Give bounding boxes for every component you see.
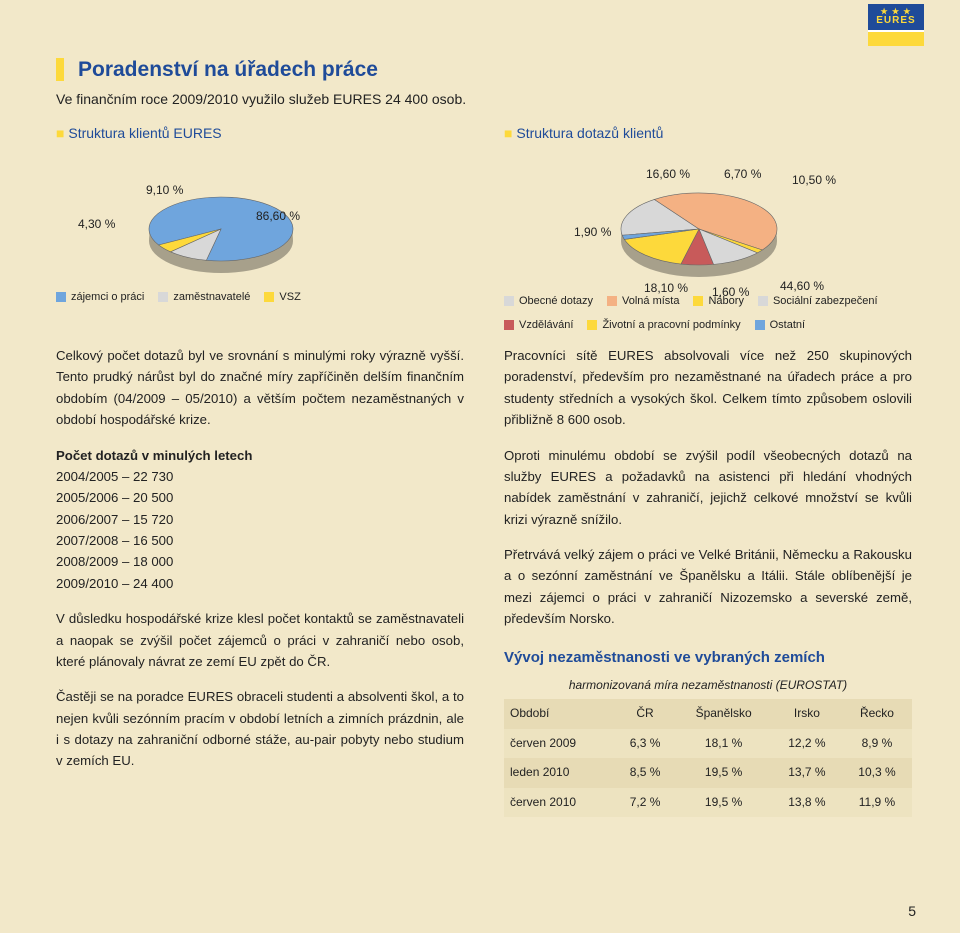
legend-item: VSZ <box>264 291 300 303</box>
legend-label: Životní a pracovní podmínky <box>602 319 740 331</box>
legend-label: zájemci o práci <box>71 291 144 303</box>
left-p1: Celkový počet dotazů byl ve srovnání s m… <box>56 345 464 431</box>
unemployment-table: ObdobíČRŠpanělskoIrskoŘecko červen 20096… <box>504 699 912 817</box>
body-columns: Celkový počet dotazů byl ve srovnání s m… <box>56 345 912 817</box>
legend-swatch <box>264 292 274 302</box>
legend-label: Obecné dotazy <box>519 295 593 307</box>
legend-swatch <box>504 296 514 306</box>
table-cell: 13,8 % <box>772 788 842 817</box>
pct-label: 6,70 % <box>724 167 761 181</box>
year-list-item: 2009/2010 – 24 400 <box>56 573 464 594</box>
legend-item: zájemci o práci <box>56 291 144 303</box>
chart1-legend: zájemci o práci zaměstnavatelé VSZ <box>56 291 464 303</box>
table-caption: harmonizovaná míra nezaměstnanosti (EURO… <box>504 676 912 695</box>
pct-label: 86,60 % <box>256 209 300 223</box>
legend-label: Ostatní <box>770 319 805 331</box>
table-cell: 7,2 % <box>615 788 676 817</box>
pct-label: 1,60 % <box>712 285 749 299</box>
legend-swatch <box>607 296 617 306</box>
chart2-title: Struktura dotazů klientů <box>504 125 912 141</box>
pct-label: 16,60 % <box>646 167 690 181</box>
chart1-area: 4,30 % 9,10 % 86,60 % <box>56 151 464 291</box>
table-cell: červen 2010 <box>504 788 615 817</box>
legend-swatch <box>587 320 597 330</box>
chart2-area: 1,90 %16,60 %6,70 %10,50 %18,10 %1,60 %4… <box>504 151 912 291</box>
eures-logo: ★ ★ ★ EURES <box>868 4 924 46</box>
legend-swatch <box>758 296 768 306</box>
table-cell: leden 2010 <box>504 758 615 787</box>
legend-swatch <box>755 320 765 330</box>
table-cell: 11,9 % <box>842 788 912 817</box>
chart1-pie <box>136 187 306 292</box>
pct-label: 10,50 % <box>792 173 836 187</box>
table-row: červen 20107,2 %19,5 %13,8 %11,9 % <box>504 788 912 817</box>
table-cell: 19,5 % <box>675 758 772 787</box>
chart-dotazy: Struktura dotazů klientů 1,90 % 16,60 % 6,… <box>504 125 912 331</box>
unemp-heading: Vývoj nezaměstnanosti ve vybraných zemíc… <box>504 646 912 670</box>
pct-label: 9,10 % <box>146 183 183 197</box>
table-cell: 18,1 % <box>675 729 772 758</box>
right-p2: Oproti minulému období se zvýšil podíl v… <box>504 445 912 531</box>
left-p3: Častěji se na poradce EURES obraceli stu… <box>56 686 464 772</box>
legend-label: Vzdělávání <box>519 319 573 331</box>
list-title: Počet dotazů v minulých letech <box>56 445 464 466</box>
table-header: Irsko <box>772 699 842 728</box>
year-list-item: 2007/2008 – 16 500 <box>56 530 464 551</box>
pct-label: 18,10 % <box>644 281 688 295</box>
charts-row: Struktura klientů EURES 4,30 % 9,10 % 86,6… <box>56 125 912 331</box>
legend-item: zaměstnavatelé <box>158 291 250 303</box>
legend-label: Sociální zabezpečení <box>773 295 878 307</box>
legend-item: Volná místa <box>607 295 679 307</box>
table-cell: 12,2 % <box>772 729 842 758</box>
intro-text: Ve finančním roce 2009/2010 využilo služ… <box>56 91 912 107</box>
legend-swatch <box>504 320 514 330</box>
left-column: Celkový počet dotazů byl ve srovnání s m… <box>56 345 464 817</box>
legend-swatch <box>158 292 168 302</box>
table-header: ČR <box>615 699 676 728</box>
pct-label: 4,30 % <box>78 217 115 231</box>
table-cell: 8,5 % <box>615 758 676 787</box>
legend-swatch <box>693 296 703 306</box>
page: ★ ★ ★ EURES Poradenství na úřadech práce… <box>0 0 960 933</box>
legend-swatch <box>56 292 66 302</box>
left-p2: V důsledku hospodářské krize klesl počet… <box>56 608 464 672</box>
chart2-pie <box>604 181 794 296</box>
table-row: červen 20096,3 %18,1 %12,2 %8,9 % <box>504 729 912 758</box>
logo-text: ★ ★ ★ EURES <box>868 4 924 30</box>
table-row: leden 20108,5 %19,5 %13,7 %10,3 % <box>504 758 912 787</box>
legend-label: Volná místa <box>622 295 679 307</box>
table-header: Období <box>504 699 615 728</box>
legend-label: zaměstnavatelé <box>173 291 250 303</box>
table-cell: 6,3 % <box>615 729 676 758</box>
table-header: Španělsko <box>675 699 772 728</box>
chart-klienti: Struktura klientů EURES 4,30 % 9,10 % 86,6… <box>56 125 464 331</box>
pct-label: 44,60 % <box>780 279 824 293</box>
legend-label: VSZ <box>279 291 300 303</box>
year-list-item: 2008/2009 – 18 000 <box>56 551 464 572</box>
legend-item: Životní a pracovní podmínky <box>587 319 740 331</box>
pct-label: 1,90 % <box>574 225 611 239</box>
legend-item: Obecné dotazy <box>504 295 593 307</box>
year-list-item: 2004/2005 – 22 730 <box>56 466 464 487</box>
right-p1: Pracovníci sítě EURES absolvovali více n… <box>504 345 912 431</box>
page-title: Poradenství na úřadech práce <box>56 58 912 81</box>
chart1-title: Struktura klientů EURES <box>56 125 464 141</box>
year-list-item: 2006/2007 – 15 720 <box>56 509 464 530</box>
table-cell: 8,9 % <box>842 729 912 758</box>
year-list: 2004/2005 – 22 7302005/2006 – 20 5002006… <box>56 466 464 594</box>
table-cell: 10,3 % <box>842 758 912 787</box>
year-list-item: 2005/2006 – 20 500 <box>56 487 464 508</box>
legend-item: Vzdělávání <box>504 319 573 331</box>
table-header: Řecko <box>842 699 912 728</box>
table-cell: červen 2009 <box>504 729 615 758</box>
right-column: Pracovníci sítě EURES absolvovali více n… <box>504 345 912 817</box>
chart2-legend: Obecné dotazyVolná místaNáborySociální z… <box>504 295 912 331</box>
table-cell: 13,7 % <box>772 758 842 787</box>
table-cell: 19,5 % <box>675 788 772 817</box>
legend-item: Sociální zabezpečení <box>758 295 878 307</box>
page-number: 5 <box>908 903 916 919</box>
right-p3: Přetrvává velký zájem o práci ve Velké B… <box>504 544 912 630</box>
legend-item: Ostatní <box>755 319 805 331</box>
